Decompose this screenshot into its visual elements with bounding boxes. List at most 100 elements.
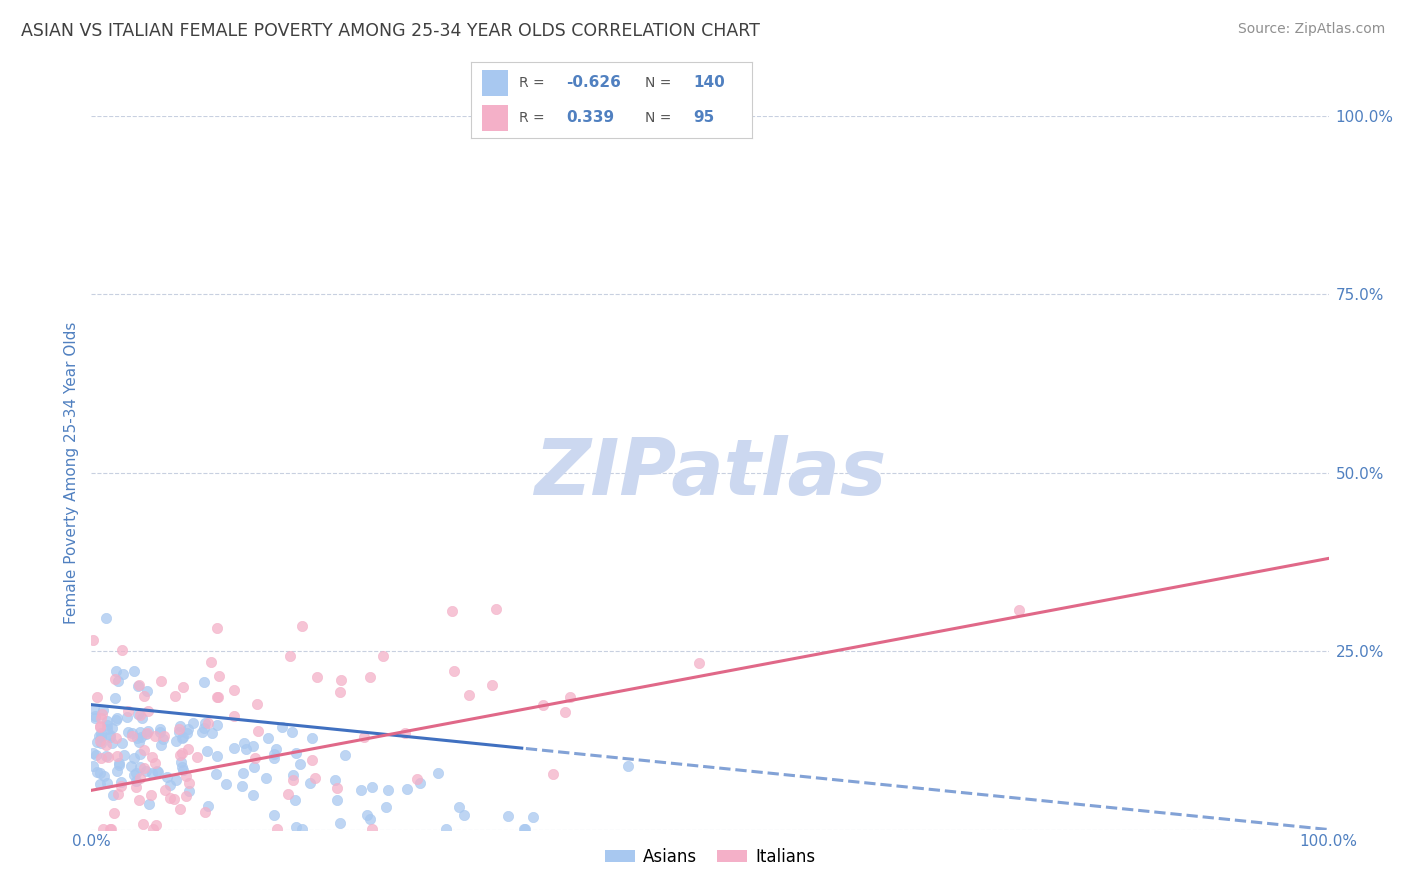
Text: Source: ZipAtlas.com: Source: ZipAtlas.com (1237, 22, 1385, 37)
Italians (291, 619, 314, 633)
Asians (377, 783, 399, 797)
Asians (121, 726, 143, 740)
Asians (205, 748, 228, 763)
Asians (127, 706, 149, 721)
Asians (89, 777, 111, 791)
Asians (128, 747, 150, 761)
Asians (232, 765, 254, 780)
Italians (98, 822, 121, 836)
Asians (98, 730, 121, 744)
Asians (93, 769, 115, 783)
Italians (177, 775, 200, 789)
Asians (281, 768, 304, 782)
Asians (498, 808, 520, 822)
Asians (172, 730, 194, 744)
Italians (105, 748, 128, 763)
Italians (121, 729, 143, 743)
Asians (107, 673, 129, 688)
FancyBboxPatch shape (482, 70, 508, 95)
Italians (172, 746, 194, 760)
Asians (243, 759, 266, 773)
Italians (100, 822, 122, 836)
Asians (193, 675, 215, 690)
Asians (89, 765, 111, 780)
Italians (554, 705, 576, 719)
Asians (112, 747, 135, 762)
Text: ZIPatlas: ZIPatlas (534, 434, 886, 511)
Asians (150, 738, 173, 752)
Asians (284, 747, 307, 761)
Italians (128, 678, 150, 692)
Italians (132, 689, 155, 703)
Text: N =: N = (645, 76, 672, 90)
Asians (170, 756, 193, 770)
Asians (193, 721, 215, 735)
Text: ASIAN VS ITALIAN FEMALE POVERTY AMONG 25-34 YEAR OLDS CORRELATION CHART: ASIAN VS ITALIAN FEMALE POVERTY AMONG 25… (21, 22, 761, 40)
Asians (197, 798, 219, 813)
Italians (361, 822, 384, 836)
Asians (145, 764, 167, 778)
Asians (90, 725, 112, 739)
Asians (350, 783, 373, 797)
Asians (131, 710, 153, 724)
Asians (329, 815, 352, 830)
Asians (356, 808, 378, 822)
Italians (134, 761, 156, 775)
Italians (440, 604, 463, 618)
Text: R =: R = (519, 76, 544, 90)
Asians (326, 793, 349, 807)
Italians (558, 690, 581, 704)
Asians (91, 703, 114, 717)
Asians (284, 792, 307, 806)
Asians (359, 812, 381, 826)
Asians (284, 820, 307, 834)
Italians (136, 726, 159, 740)
Asians (149, 725, 172, 739)
Italians (197, 715, 219, 730)
Text: 140: 140 (693, 76, 725, 90)
Asians (205, 718, 228, 732)
Asians (291, 822, 314, 836)
Asians (122, 665, 145, 679)
Asians (290, 756, 312, 771)
Italians (103, 806, 125, 821)
Italians (139, 788, 162, 802)
Italians (205, 622, 228, 636)
Italians (443, 664, 465, 678)
Italians (163, 792, 186, 806)
Asians (156, 771, 179, 785)
Asians (86, 734, 108, 748)
Asians (148, 764, 170, 779)
Italians (481, 677, 503, 691)
FancyBboxPatch shape (482, 105, 508, 130)
Asians (395, 781, 418, 796)
Asians (105, 764, 128, 779)
Italians (531, 698, 554, 713)
Asians (96, 718, 118, 732)
Asians (129, 730, 152, 744)
Italians (205, 690, 228, 704)
Asians (231, 779, 253, 793)
Asians (172, 764, 194, 778)
Asians (128, 735, 150, 749)
Asians (111, 736, 134, 750)
Asians (136, 723, 159, 738)
Asians (86, 764, 108, 779)
Asians (90, 736, 112, 750)
Asians (127, 731, 149, 745)
Asians (83, 711, 105, 725)
Italians (329, 685, 352, 699)
Italians (169, 748, 191, 763)
Italians (278, 649, 301, 664)
Italians (145, 817, 167, 831)
Italians (97, 750, 120, 764)
Italians (371, 648, 394, 663)
Asians (449, 800, 471, 814)
Y-axis label: Female Poverty Among 25-34 Year Olds: Female Poverty Among 25-34 Year Olds (63, 322, 79, 624)
Asians (281, 725, 304, 739)
Asians (195, 744, 218, 758)
Italians (94, 738, 117, 752)
Asians (135, 727, 157, 741)
Italians (129, 771, 152, 785)
Asians (108, 756, 131, 770)
